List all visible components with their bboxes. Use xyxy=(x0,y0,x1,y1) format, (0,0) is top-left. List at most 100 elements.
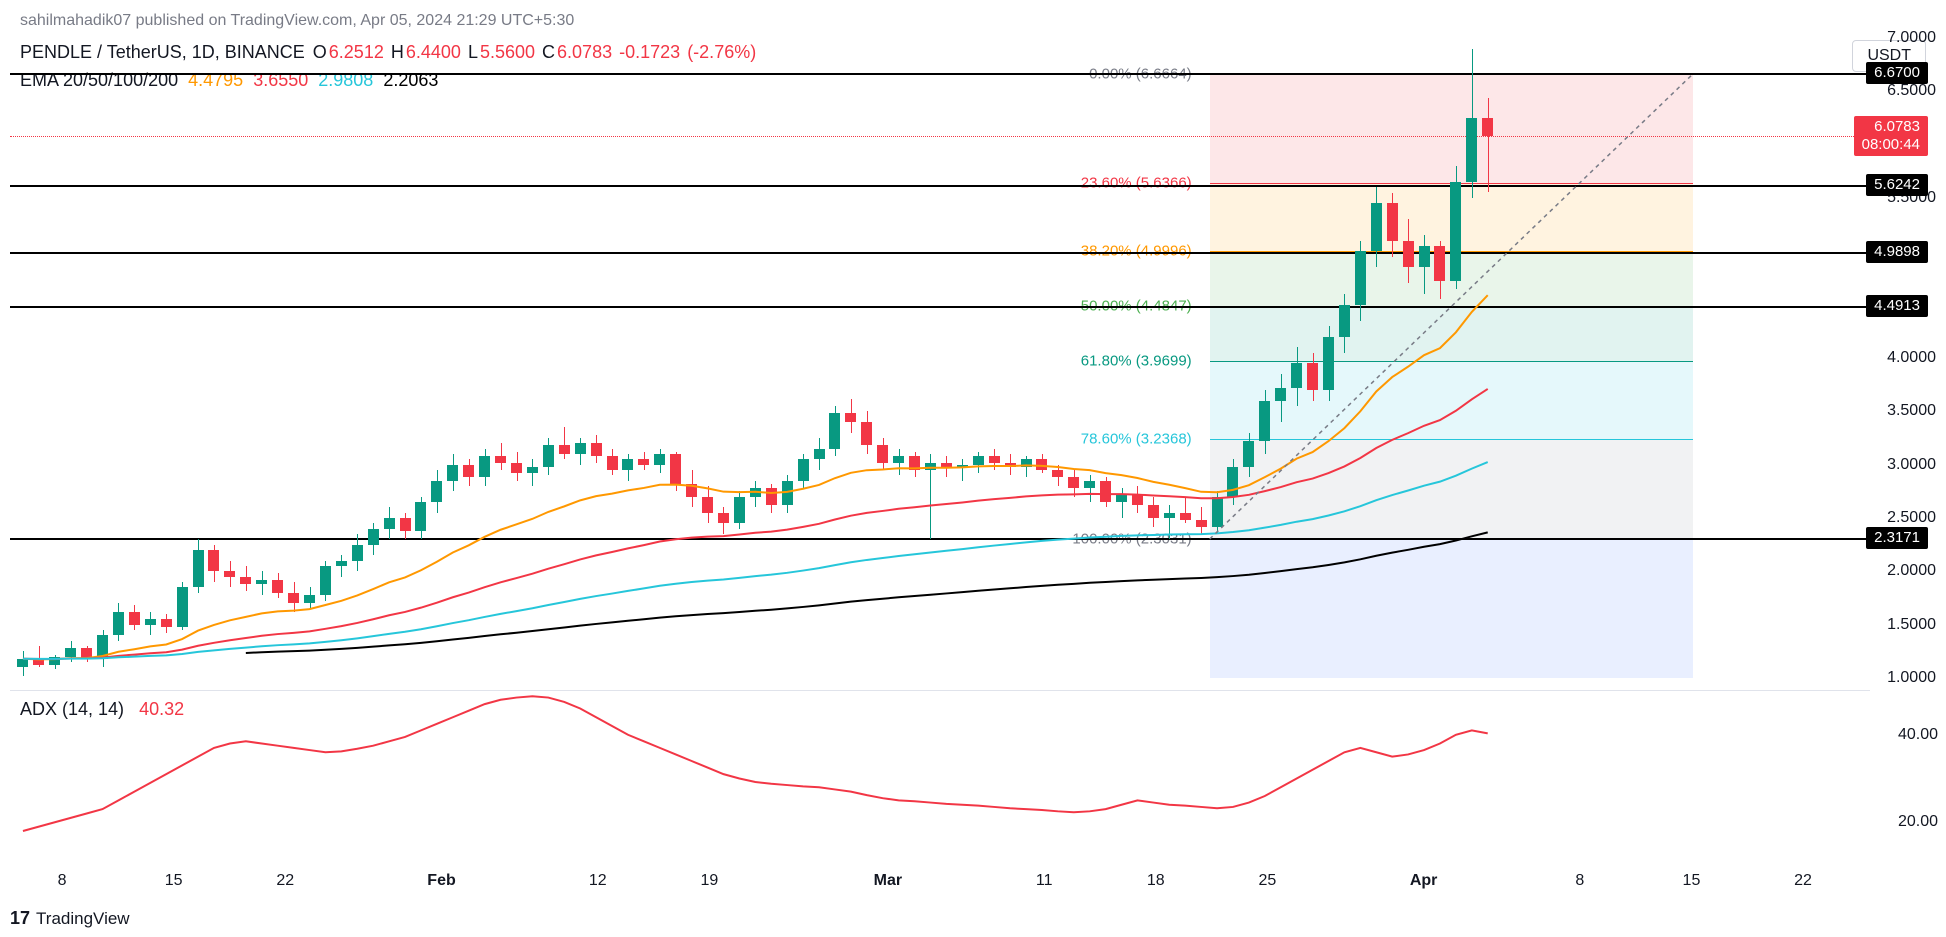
candle-body[interactable] xyxy=(1323,337,1334,390)
candle-body[interactable] xyxy=(1482,118,1493,136)
candle-body[interactable] xyxy=(1052,470,1063,477)
candle-body[interactable] xyxy=(941,463,952,467)
candle-body[interactable] xyxy=(320,566,331,595)
candle-body[interactable] xyxy=(989,456,1000,462)
candle-body[interactable] xyxy=(591,443,602,456)
candle-body[interactable] xyxy=(1180,513,1191,520)
candle-body[interactable] xyxy=(718,513,729,524)
candle-body[interactable] xyxy=(829,413,840,448)
candle-body[interactable] xyxy=(304,595,315,604)
candle-body[interactable] xyxy=(607,456,618,470)
candle-body[interactable] xyxy=(1419,246,1430,267)
candle-body[interactable] xyxy=(670,454,681,484)
candle-body[interactable] xyxy=(1212,497,1223,527)
candle-body[interactable] xyxy=(161,619,172,626)
candle-body[interactable] xyxy=(1403,241,1414,268)
adx-pane[interactable]: ADX (14, 14) 40.32 40.0020.00 xyxy=(10,690,1870,865)
price-level-line[interactable] xyxy=(10,185,1870,187)
candle-body[interactable] xyxy=(766,488,777,505)
candle-body[interactable] xyxy=(654,454,665,465)
candle-body[interactable] xyxy=(1132,495,1143,506)
candle-body[interactable] xyxy=(527,467,538,473)
candle-body[interactable] xyxy=(1307,363,1318,390)
candle-body[interactable] xyxy=(1021,459,1032,466)
candle-body[interactable] xyxy=(1291,363,1302,388)
candle-body[interactable] xyxy=(177,587,188,626)
candle-body[interactable] xyxy=(1339,305,1350,337)
candle-body[interactable] xyxy=(1227,467,1238,497)
candle-body[interactable] xyxy=(925,463,936,470)
candle-body[interactable] xyxy=(909,456,920,470)
candle-body[interactable] xyxy=(1164,513,1175,518)
price-level-line[interactable] xyxy=(10,538,1870,540)
candle-body[interactable] xyxy=(702,497,713,513)
candle-body[interactable] xyxy=(1355,251,1366,304)
candle-body[interactable] xyxy=(240,577,251,584)
candle-body[interactable] xyxy=(49,657,60,666)
candle-body[interactable] xyxy=(1387,203,1398,240)
candle-body[interactable] xyxy=(814,449,825,460)
candle-body[interactable] xyxy=(1259,401,1270,442)
candle-body[interactable] xyxy=(415,502,426,531)
candle-body[interactable] xyxy=(479,456,490,477)
price-level-line[interactable] xyxy=(10,306,1870,308)
candle-body[interactable] xyxy=(543,445,554,466)
candle-body[interactable] xyxy=(957,465,968,467)
price-level-line[interactable] xyxy=(10,73,1870,75)
candle-body[interactable] xyxy=(352,545,363,561)
candle-body[interactable] xyxy=(861,422,872,445)
candle-body[interactable] xyxy=(973,456,984,465)
candle-body[interactable] xyxy=(272,580,283,593)
candle-body[interactable] xyxy=(145,619,156,624)
candle-body[interactable] xyxy=(559,445,570,454)
candle-body[interactable] xyxy=(33,659,44,665)
candle-body[interactable] xyxy=(893,456,904,462)
candle-body[interactable] xyxy=(1084,481,1095,488)
candle-body[interactable] xyxy=(400,518,411,531)
candle-body[interactable] xyxy=(17,659,28,668)
candle-body[interactable] xyxy=(877,445,888,462)
candle-body[interactable] xyxy=(224,571,235,576)
candle-body[interactable] xyxy=(798,459,809,480)
candle-body[interactable] xyxy=(1100,481,1111,502)
candle-body[interactable] xyxy=(1275,388,1286,401)
candle-body[interactable] xyxy=(1005,463,1016,467)
price-chart[interactable]: 0.00% (6.6664)23.60% (5.6366)38.20% (4.9… xyxy=(10,38,1870,678)
candle-body[interactable] xyxy=(208,550,219,571)
candle-body[interactable] xyxy=(1036,459,1047,470)
candle-body[interactable] xyxy=(1450,182,1461,281)
candle-body[interactable] xyxy=(782,481,793,506)
candle-body[interactable] xyxy=(511,463,522,474)
candle-body[interactable] xyxy=(495,456,506,462)
candle-body[interactable] xyxy=(1068,477,1079,488)
candle-body[interactable] xyxy=(1196,520,1207,526)
candle-body[interactable] xyxy=(193,550,204,587)
candle-body[interactable] xyxy=(750,488,761,497)
price-level-line[interactable] xyxy=(10,252,1870,254)
candle-body[interactable] xyxy=(1243,441,1254,467)
candle-body[interactable] xyxy=(463,465,474,478)
candle-body[interactable] xyxy=(431,481,442,502)
candle-body[interactable] xyxy=(1148,505,1159,518)
candle-body[interactable] xyxy=(1434,246,1445,281)
candle-body[interactable] xyxy=(1466,118,1477,182)
price-axis[interactable]: 7.00006.50005.50004.00003.50003.00002.50… xyxy=(1866,38,1936,678)
candle-body[interactable] xyxy=(384,518,395,529)
candle-body[interactable] xyxy=(686,484,697,497)
candle-body[interactable] xyxy=(288,593,299,604)
candle-body[interactable] xyxy=(368,529,379,545)
candle-body[interactable] xyxy=(65,648,76,657)
candle-body[interactable] xyxy=(336,561,347,566)
candle-body[interactable] xyxy=(129,612,140,625)
candle-body[interactable] xyxy=(113,612,124,635)
candle-body[interactable] xyxy=(734,497,745,524)
candle-body[interactable] xyxy=(1116,495,1127,502)
candle-body[interactable] xyxy=(575,443,586,454)
candle-body[interactable] xyxy=(1371,203,1382,251)
candle-body[interactable] xyxy=(622,459,633,470)
candle-body[interactable] xyxy=(81,648,92,659)
candle-body[interactable] xyxy=(638,459,649,464)
candle-body[interactable] xyxy=(447,465,458,481)
candle-body[interactable] xyxy=(845,413,856,422)
candle-body[interactable] xyxy=(256,580,267,584)
